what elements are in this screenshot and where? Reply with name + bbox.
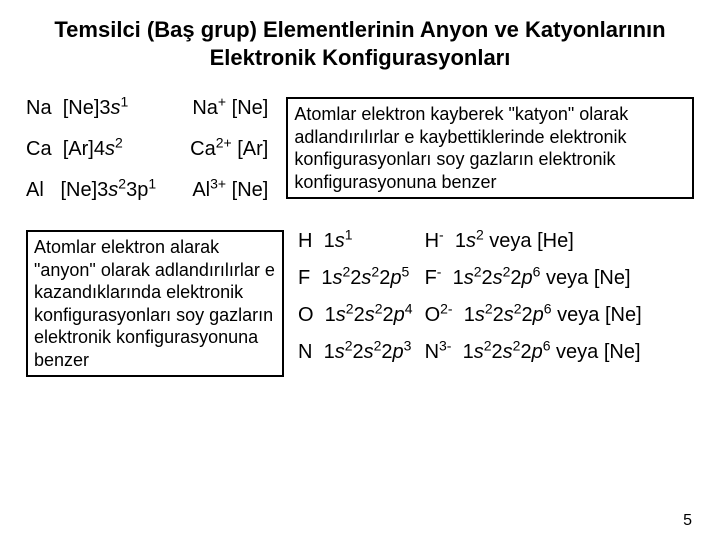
atom-O: O 1s22s22p4	[298, 304, 413, 327]
atom-H: H 1s1	[298, 230, 413, 253]
atom-Ca: Ca [Ar]4s2	[26, 138, 156, 161]
atom-Al: Al [Ne]3s23p1	[26, 179, 156, 202]
ion-Na: Na+ [Ne]	[190, 97, 268, 120]
ion-N: N3- 1s22s22p6 veya [Ne]	[425, 341, 642, 364]
slide-title: Temsilci (Baş grup) Elementlerinin Anyon…	[26, 16, 694, 71]
atom-F: F 1s22s22p5	[298, 267, 413, 290]
ion-Al: Al3+ [Ne]	[190, 179, 268, 202]
katyon-box: Atomlar elektron kayberek "katyon" olara…	[286, 97, 694, 199]
anion-section: Atomlar elektron alarak "anyon" olarak a…	[26, 230, 694, 377]
anion-configs: H 1s1 H- 1s2 veya [He] F 1s22s22p5 F- 1s…	[298, 230, 642, 364]
cation-section: Na [Ne]3s1 Na+ [Ne] Ca [Ar]4s2 Ca2+ [Ar]…	[26, 97, 694, 202]
page-number: 5	[683, 512, 692, 530]
ion-F: F- 1s22s22p6 veya [Ne]	[425, 267, 642, 290]
ion-O: O2- 1s22s22p6 veya [Ne]	[425, 304, 642, 327]
ion-Ca: Ca2+ [Ar]	[190, 138, 268, 161]
ion-H: H- 1s2 veya [He]	[425, 230, 642, 253]
cation-configs: Na [Ne]3s1 Na+ [Ne] Ca [Ar]4s2 Ca2+ [Ar]…	[26, 97, 268, 202]
atom-N: N 1s22s22p3	[298, 341, 413, 364]
title-line2: Elektronik Konfigurasyonları	[210, 45, 511, 70]
anyon-box: Atomlar elektron alarak "anyon" olarak a…	[26, 230, 284, 377]
atom-Na: Na [Ne]3s1	[26, 97, 156, 120]
title-line1: Temsilci (Baş grup) Elementlerinin Anyon…	[54, 17, 665, 42]
